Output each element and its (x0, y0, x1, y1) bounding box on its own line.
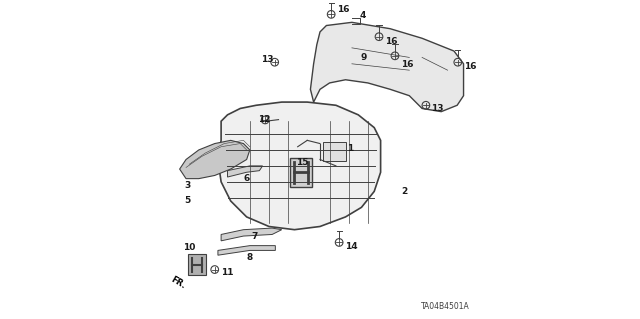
Polygon shape (227, 166, 262, 177)
Text: FR.: FR. (169, 275, 187, 291)
Text: 11: 11 (221, 268, 234, 277)
Text: 3: 3 (184, 181, 191, 189)
Text: 13: 13 (431, 104, 444, 113)
Text: 16: 16 (401, 60, 413, 69)
Text: 4: 4 (359, 11, 365, 20)
Polygon shape (218, 246, 275, 255)
Text: 8: 8 (247, 253, 253, 262)
Text: 16: 16 (463, 62, 476, 71)
Polygon shape (290, 158, 312, 187)
Text: 16: 16 (385, 37, 397, 46)
Text: 2: 2 (401, 187, 408, 196)
Text: 7: 7 (252, 232, 258, 241)
Text: 5: 5 (184, 197, 191, 205)
Text: 13: 13 (261, 55, 274, 63)
Polygon shape (218, 102, 381, 230)
Text: 1: 1 (347, 144, 353, 153)
Text: 14: 14 (345, 242, 358, 251)
Polygon shape (180, 140, 250, 179)
Text: 15: 15 (296, 158, 308, 167)
Text: 12: 12 (258, 115, 270, 124)
Text: 16: 16 (337, 5, 349, 14)
Polygon shape (221, 228, 282, 241)
Text: 9: 9 (361, 53, 367, 62)
Polygon shape (310, 22, 463, 112)
Text: TA04B4501A: TA04B4501A (421, 302, 470, 311)
Text: 6: 6 (244, 174, 250, 182)
Polygon shape (188, 255, 206, 275)
FancyBboxPatch shape (323, 142, 346, 161)
Text: 10: 10 (184, 243, 196, 252)
